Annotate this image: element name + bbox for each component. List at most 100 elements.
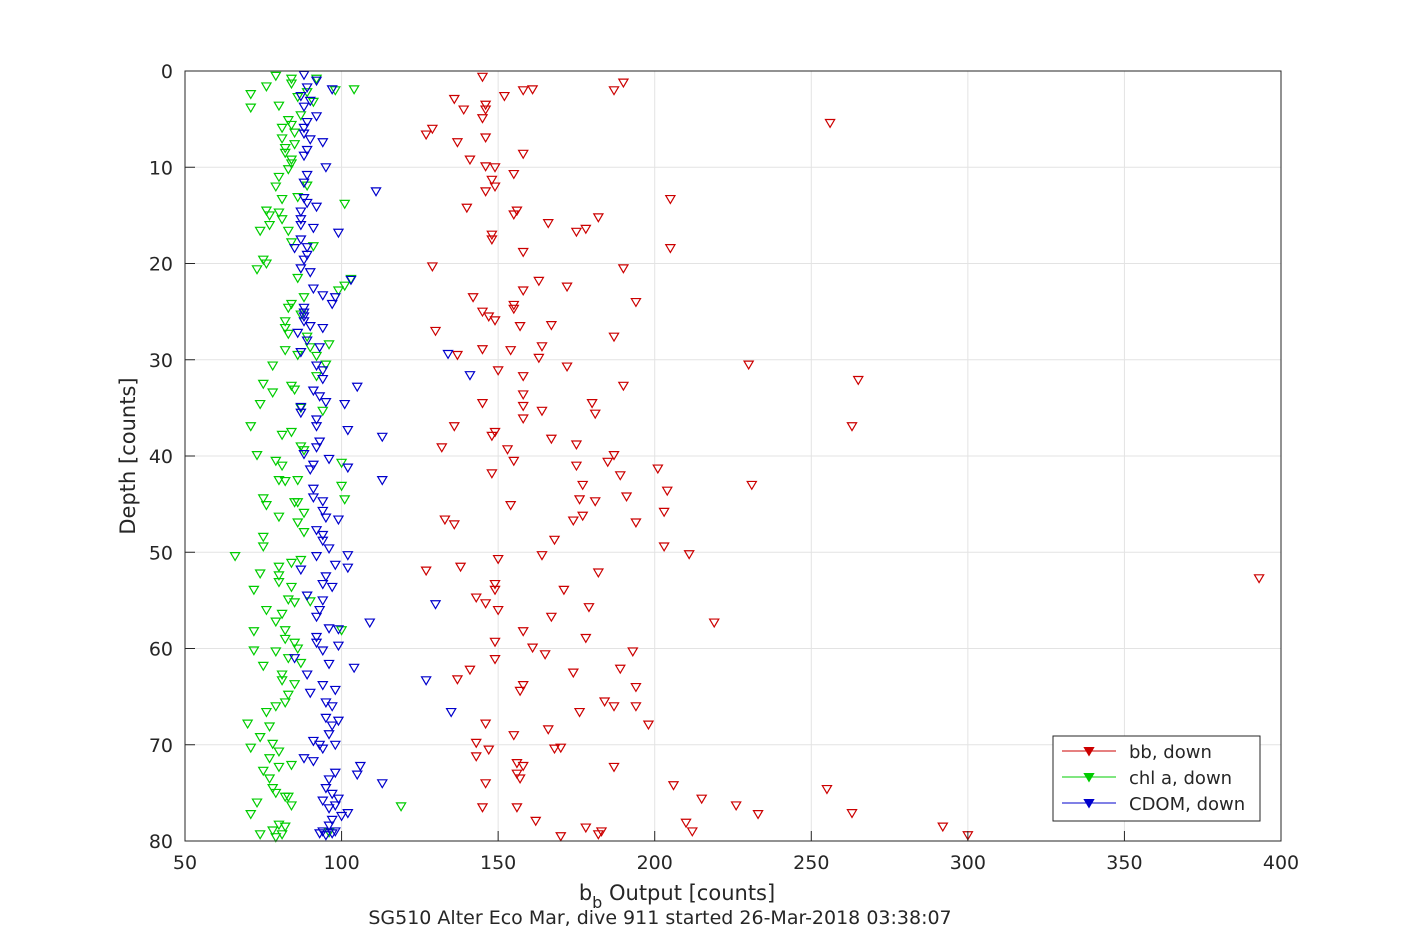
legend: bb, down chl a, down CDOM, down <box>1052 735 1261 822</box>
data-point <box>245 422 257 432</box>
data-point <box>254 732 266 743</box>
y-tick-label: 70 <box>149 735 173 757</box>
data-point <box>498 91 511 102</box>
x-tick-label: 150 <box>480 852 516 874</box>
data-point <box>267 388 279 399</box>
data-point <box>536 551 548 561</box>
data-point <box>614 471 626 481</box>
data-point <box>580 823 592 834</box>
data-point <box>332 286 345 297</box>
data-point <box>602 457 614 468</box>
data-point <box>511 803 523 813</box>
x-axis-label-subscript: b <box>592 893 602 912</box>
data-point <box>298 312 310 322</box>
data-point <box>345 275 357 286</box>
data-point <box>298 194 310 204</box>
data-point <box>329 740 341 751</box>
data-point <box>282 226 294 237</box>
data-point <box>335 811 348 822</box>
data-point <box>279 317 291 327</box>
data-point <box>420 130 432 141</box>
data-point <box>304 96 316 107</box>
y-tick-label: 30 <box>149 350 173 372</box>
data-point <box>307 284 320 295</box>
data-point <box>320 784 332 794</box>
data-point <box>288 638 301 649</box>
data-point <box>505 501 517 511</box>
data-point <box>476 307 489 318</box>
data-point <box>351 382 363 393</box>
data-point <box>260 605 273 616</box>
data-point <box>260 206 273 217</box>
data-point <box>445 707 457 718</box>
data-point <box>288 128 301 139</box>
data-point <box>317 536 329 547</box>
data-point <box>436 443 448 453</box>
data-point <box>276 461 288 472</box>
data-point <box>533 353 545 364</box>
legend-label: chl a, down <box>1129 768 1232 789</box>
data-point <box>304 135 316 145</box>
data-point <box>558 585 570 596</box>
data-point <box>846 422 858 432</box>
data-point <box>573 707 586 718</box>
data-point <box>536 342 548 352</box>
data-point <box>429 326 442 337</box>
data-point <box>426 262 439 272</box>
data-point <box>270 456 282 467</box>
data-point <box>567 668 579 679</box>
data-point <box>470 593 482 604</box>
data-point <box>479 162 492 172</box>
data-point <box>323 821 335 832</box>
data-point <box>658 542 670 553</box>
data-point <box>229 552 241 562</box>
data-point <box>332 228 345 239</box>
data-point <box>317 374 329 385</box>
data-point <box>276 134 288 144</box>
data-point <box>354 761 367 772</box>
data-point <box>260 259 273 270</box>
data-point <box>310 76 323 87</box>
data-point <box>517 627 529 637</box>
data-point <box>288 385 301 396</box>
data-point <box>617 264 630 274</box>
data-point <box>301 250 313 261</box>
data-point <box>339 399 351 410</box>
data-point <box>332 625 345 635</box>
data-point <box>292 92 304 103</box>
data-point <box>298 527 310 538</box>
data-point <box>285 801 298 811</box>
data-point <box>570 461 583 472</box>
data-point <box>376 476 388 486</box>
data-point <box>489 182 501 193</box>
data-point <box>317 138 329 148</box>
data-point <box>852 375 864 386</box>
data-point <box>620 492 633 502</box>
data-point <box>630 702 642 712</box>
data-point <box>260 501 273 511</box>
data-point <box>664 194 677 205</box>
data-point <box>317 506 329 517</box>
data-point <box>245 103 257 114</box>
data-point <box>664 244 677 254</box>
data-point <box>314 343 326 353</box>
data-point <box>285 79 298 90</box>
data-point <box>533 276 545 287</box>
data-point <box>245 743 257 754</box>
data-point <box>292 498 304 508</box>
data-point <box>608 450 620 461</box>
data-point <box>323 730 335 740</box>
data-point <box>279 626 291 636</box>
data-point <box>652 464 664 475</box>
data-point <box>492 366 504 376</box>
data-point <box>608 762 620 773</box>
data-point <box>310 552 323 562</box>
data-point <box>683 550 695 560</box>
data-point <box>589 497 601 507</box>
data-point <box>295 658 307 669</box>
data-point <box>592 830 604 840</box>
data-point <box>317 744 329 755</box>
data-point <box>517 681 529 691</box>
data-point <box>285 760 298 771</box>
data-point <box>492 554 504 565</box>
